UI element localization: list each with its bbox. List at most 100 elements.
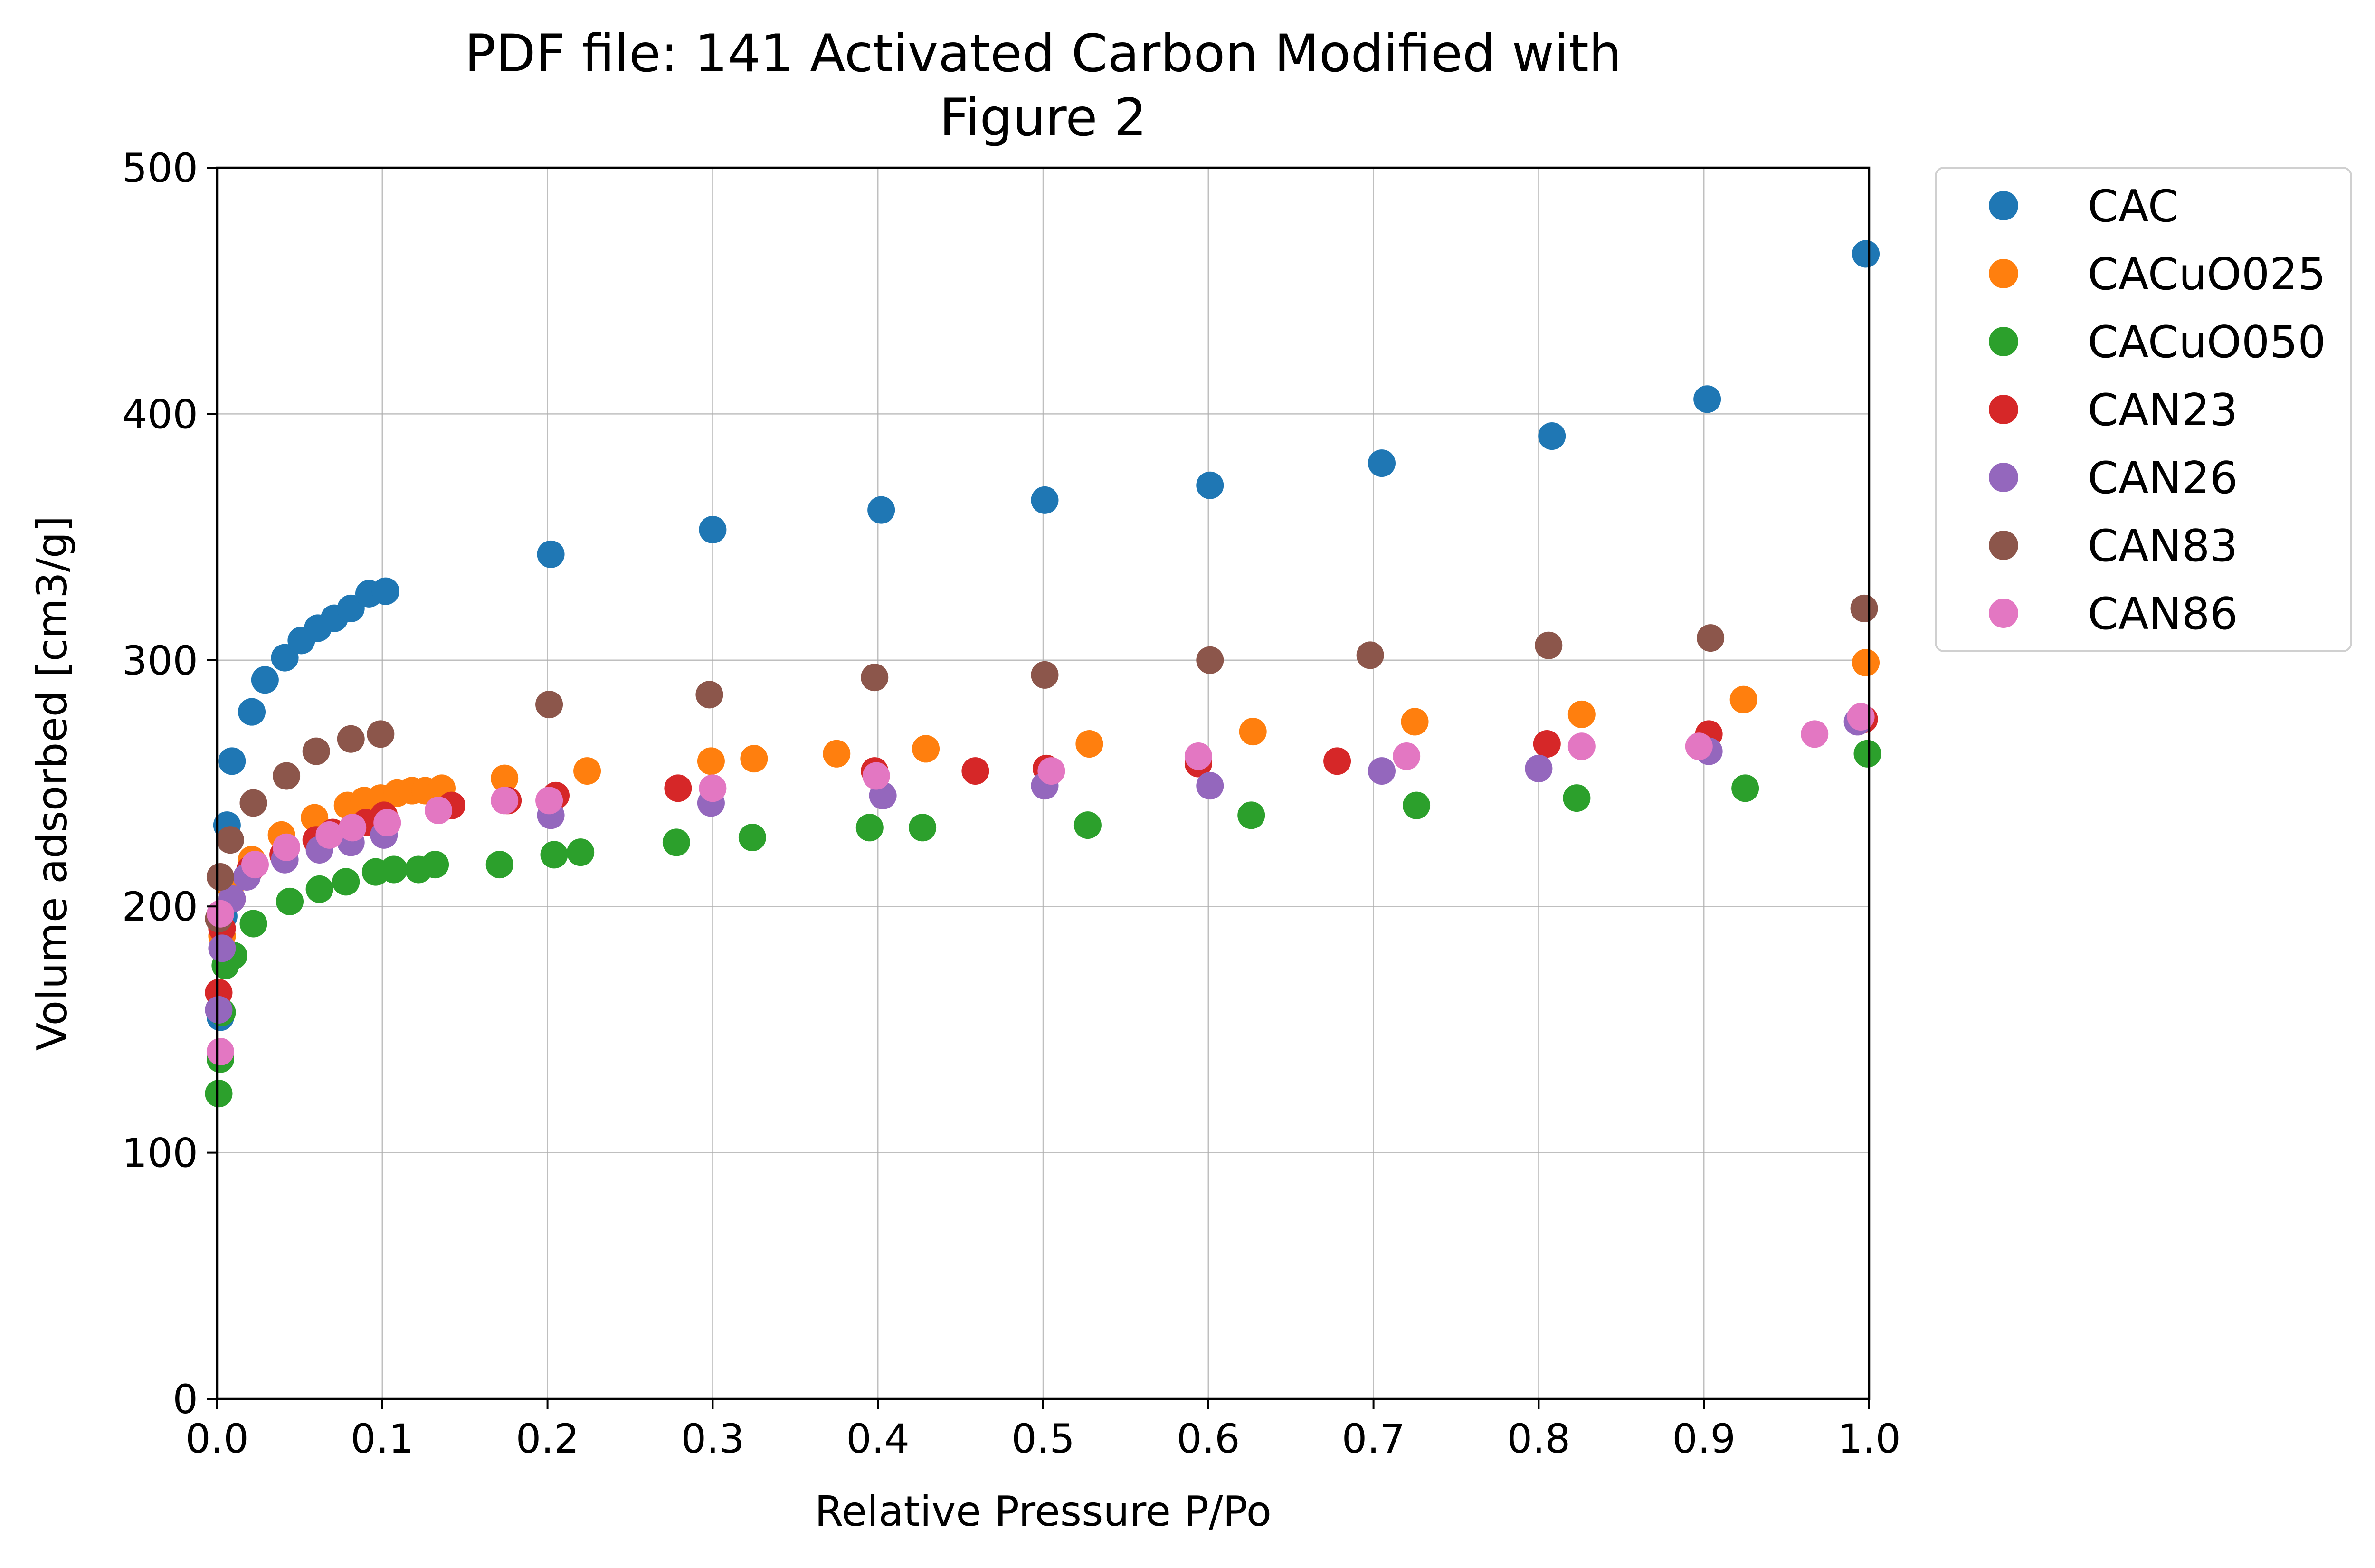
data-point (1852, 240, 1880, 268)
x-tick-label: 1.0 (1837, 1416, 1901, 1462)
data-point (1239, 718, 1267, 746)
legend-marker (1989, 531, 2018, 560)
data-point (251, 666, 279, 694)
legend-item-can26: CAN26 (1989, 452, 2238, 504)
y-tick-label: 200 (122, 884, 198, 930)
data-point (1393, 742, 1421, 770)
data-point (206, 1038, 234, 1066)
data-point (371, 577, 399, 605)
data-point (337, 725, 365, 753)
data-point (218, 747, 246, 775)
data-point (1196, 471, 1224, 499)
legend-item-cacuo025: CACuO025 (1989, 248, 2326, 300)
y-tick-label: 400 (122, 391, 198, 437)
data-point (1533, 730, 1561, 758)
data-point (1356, 641, 1384, 669)
data-point (867, 496, 895, 524)
axis-ticks: 0.0 0.1 0.2 0.3 0.4 0.5 0.6 0.7 0.8 0.9 1.0 0 100 200… (122, 145, 1901, 1462)
legend-label: CAN26 (2088, 452, 2238, 504)
series-can86 (206, 703, 1875, 1066)
legend-item-cacuo050: CACuO050 (1989, 316, 2326, 368)
data-point (206, 900, 234, 928)
data-point (238, 698, 266, 726)
data-point (909, 814, 937, 842)
legend: CAC CACuO025 CACuO050 CAN23 CAN26 CAN83 CAN86 (1935, 167, 2352, 652)
data-point (567, 838, 595, 866)
x-tick-label: 0.2 (516, 1416, 580, 1462)
data-point (216, 826, 244, 854)
data-point (1563, 784, 1591, 812)
data-point (861, 664, 889, 692)
legend-label: CAC (2088, 181, 2179, 232)
x-tick-label: 0.7 (1342, 1416, 1406, 1462)
data-point (1852, 648, 1880, 676)
data-point (697, 747, 725, 775)
data-point (1368, 757, 1396, 785)
data-point (699, 774, 727, 802)
data-point (485, 851, 513, 879)
x-tick-label: 0.4 (846, 1416, 910, 1462)
data-point (1729, 685, 1758, 713)
data-point (239, 910, 267, 938)
y-tick-label: 500 (122, 145, 198, 191)
legend-marker (1989, 259, 2018, 288)
x-tick-label: 0.8 (1507, 1416, 1571, 1462)
data-point (1184, 742, 1212, 770)
data-point (1731, 774, 1759, 802)
x-axis-label: Relative Pressure P/Po (815, 1487, 1272, 1536)
legend-item-can83: CAN83 (1989, 520, 2238, 571)
y-tick-label: 300 (122, 637, 198, 684)
data-point (1401, 708, 1429, 736)
data-point (208, 934, 236, 962)
legend-item-can86: CAN86 (1989, 588, 2238, 639)
chart-title-line-1: PDF file: 141 Activated Carbon Modified … (465, 23, 1622, 84)
x-tick-label: 0.9 (1672, 1416, 1736, 1462)
data-point (241, 851, 269, 879)
data-point (1850, 594, 1878, 622)
data-point (738, 824, 766, 852)
data-point (695, 681, 723, 709)
data-point (273, 762, 301, 790)
y-tick-label: 100 (122, 1130, 198, 1177)
x-tick-label: 0.1 (351, 1416, 414, 1462)
data-point (421, 851, 449, 879)
data-point (573, 757, 601, 785)
data-point (205, 996, 233, 1024)
data-point (1568, 700, 1596, 728)
data-point (332, 868, 360, 896)
legend-marker (1989, 395, 2018, 424)
legend-item-cac: CAC (1989, 181, 2179, 232)
series-can83 (205, 594, 1878, 933)
data-point (1075, 730, 1103, 758)
data-point (1031, 661, 1059, 689)
data-point (1368, 449, 1396, 477)
data-point (912, 735, 940, 763)
data-point (305, 875, 333, 903)
data-point (1801, 720, 1829, 748)
data-point (367, 720, 395, 748)
data-point (1323, 747, 1351, 775)
data-point (373, 808, 401, 836)
data-point (961, 757, 989, 785)
x-tick-label: 0.0 (185, 1416, 249, 1462)
data-point (535, 787, 563, 815)
data-point (1535, 631, 1563, 659)
legend-item-can23: CAN23 (1989, 384, 2238, 436)
data-point (1538, 422, 1566, 450)
data-point (491, 764, 519, 792)
data-point (1525, 754, 1553, 782)
data-point (1196, 646, 1224, 674)
y-tick-label: 0 (173, 1376, 198, 1423)
data-point (1074, 811, 1102, 839)
y-axis-label: Volume adsorbed [cm3/g] (28, 516, 76, 1051)
legend-marker (1989, 327, 2018, 356)
data-point (823, 740, 851, 768)
data-point (1237, 801, 1265, 829)
legend-marker (1989, 599, 2018, 628)
data-point (276, 887, 304, 915)
data-point (1403, 791, 1431, 819)
legend-marker (1989, 463, 2018, 492)
data-point (1031, 486, 1059, 514)
data-point (315, 821, 343, 849)
data-point (271, 644, 299, 672)
